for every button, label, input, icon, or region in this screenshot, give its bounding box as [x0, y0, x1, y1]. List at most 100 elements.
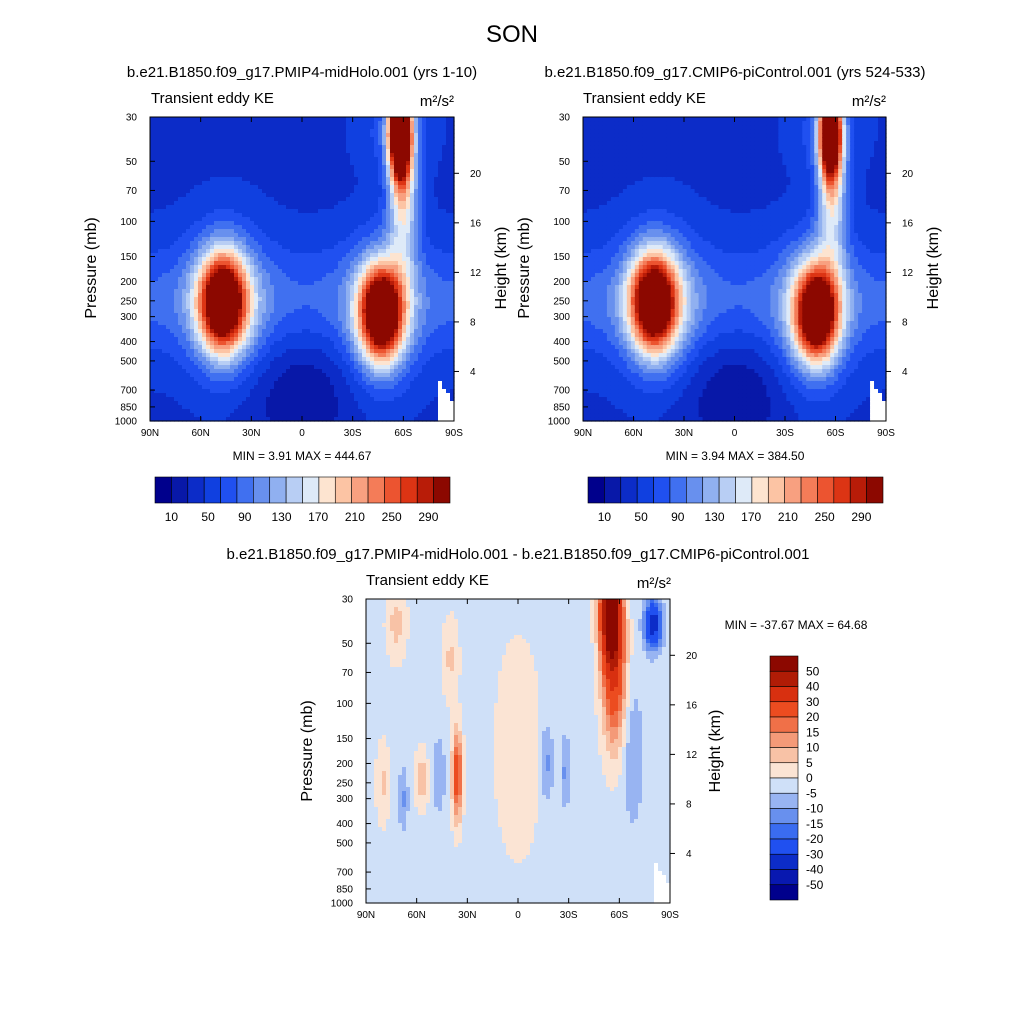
field-cell — [166, 185, 171, 190]
field-cell — [178, 265, 183, 270]
field-cell — [338, 417, 343, 422]
field-cell — [174, 213, 179, 218]
field-cell — [246, 389, 251, 394]
field-cell — [154, 289, 159, 294]
field-cell — [290, 289, 295, 294]
field-cell — [246, 261, 251, 266]
field-cell — [250, 345, 255, 350]
field-cell — [290, 261, 295, 266]
field-cell — [226, 325, 231, 330]
field-cell — [314, 341, 319, 346]
field-cell — [262, 165, 267, 170]
field-cell — [290, 269, 295, 274]
field-cell — [394, 189, 399, 194]
field-cell — [250, 209, 255, 214]
field-cell — [218, 161, 223, 166]
field-cell — [234, 281, 239, 286]
field-cell — [206, 125, 211, 130]
field-cell — [222, 153, 227, 158]
field-cell — [182, 397, 187, 402]
field-cell — [238, 137, 243, 142]
field-cell — [350, 309, 355, 314]
field-cell — [342, 353, 347, 358]
field-cell — [378, 317, 383, 322]
field-cell — [282, 309, 287, 314]
field-cell — [222, 401, 227, 406]
field-cell — [166, 389, 171, 394]
field-cell — [214, 285, 219, 290]
field-cell — [150, 229, 155, 234]
field-cell — [170, 193, 175, 198]
field-cell — [294, 325, 299, 330]
field-cell — [282, 257, 287, 262]
field-cell — [326, 361, 331, 366]
field-cell — [154, 177, 159, 182]
field-cell — [306, 217, 311, 222]
field-cell — [366, 357, 371, 362]
field-cell — [290, 313, 295, 318]
field-cell — [218, 365, 223, 370]
field-cell — [298, 293, 303, 298]
field-cell — [170, 237, 175, 242]
field-cell — [166, 369, 171, 374]
field-cell — [174, 349, 179, 354]
field-cell — [174, 269, 179, 274]
field-cell — [346, 317, 351, 322]
field-cell — [190, 321, 195, 326]
field-cell — [186, 349, 191, 354]
field-cell — [206, 333, 211, 338]
field-cell — [314, 237, 319, 242]
field-cell — [402, 341, 407, 346]
field-cell — [258, 233, 263, 238]
field-cell — [314, 377, 319, 382]
field-cell — [194, 281, 199, 286]
field-cell — [178, 333, 183, 338]
field-cell — [350, 129, 355, 134]
field-cell — [262, 261, 267, 266]
field-cell — [226, 257, 231, 262]
field-cell — [370, 361, 375, 366]
field-cell — [206, 413, 211, 418]
field-cell — [386, 405, 391, 410]
field-cell — [214, 401, 219, 406]
field-cell — [374, 405, 379, 410]
field-cell — [366, 193, 371, 198]
field-cell — [170, 381, 175, 386]
field-cell — [346, 269, 351, 274]
field-cell — [202, 305, 207, 310]
field-cell — [202, 417, 207, 422]
field-cell — [174, 369, 179, 374]
field-cell — [314, 337, 319, 342]
field-cell — [214, 265, 219, 270]
field-cell — [402, 205, 407, 210]
field-cell — [394, 169, 399, 174]
field-cell — [302, 273, 307, 278]
field-cell — [386, 369, 391, 374]
field-cell — [346, 357, 351, 362]
field-cell — [358, 233, 363, 238]
field-cell — [394, 293, 399, 298]
field-cell — [318, 209, 323, 214]
field-cell — [398, 129, 403, 134]
field-cell — [390, 281, 395, 286]
field-cell — [306, 293, 311, 298]
field-cell — [306, 153, 311, 158]
field-cell — [182, 281, 187, 286]
field-cell — [278, 197, 283, 202]
field-cell — [342, 261, 347, 266]
field-cell — [178, 277, 183, 282]
field-cell — [286, 293, 291, 298]
field-cell — [370, 201, 375, 206]
field-cell — [258, 253, 263, 258]
field-cell — [338, 205, 343, 210]
field-cell — [366, 273, 371, 278]
field-cell — [298, 201, 303, 206]
field-cell — [154, 293, 159, 298]
field-cell — [174, 373, 179, 378]
field-cell — [286, 345, 291, 350]
field-cell — [266, 153, 271, 158]
field-cell — [202, 281, 207, 286]
field-cell — [186, 345, 191, 350]
field-cell — [214, 225, 219, 230]
field-cell — [398, 233, 403, 238]
